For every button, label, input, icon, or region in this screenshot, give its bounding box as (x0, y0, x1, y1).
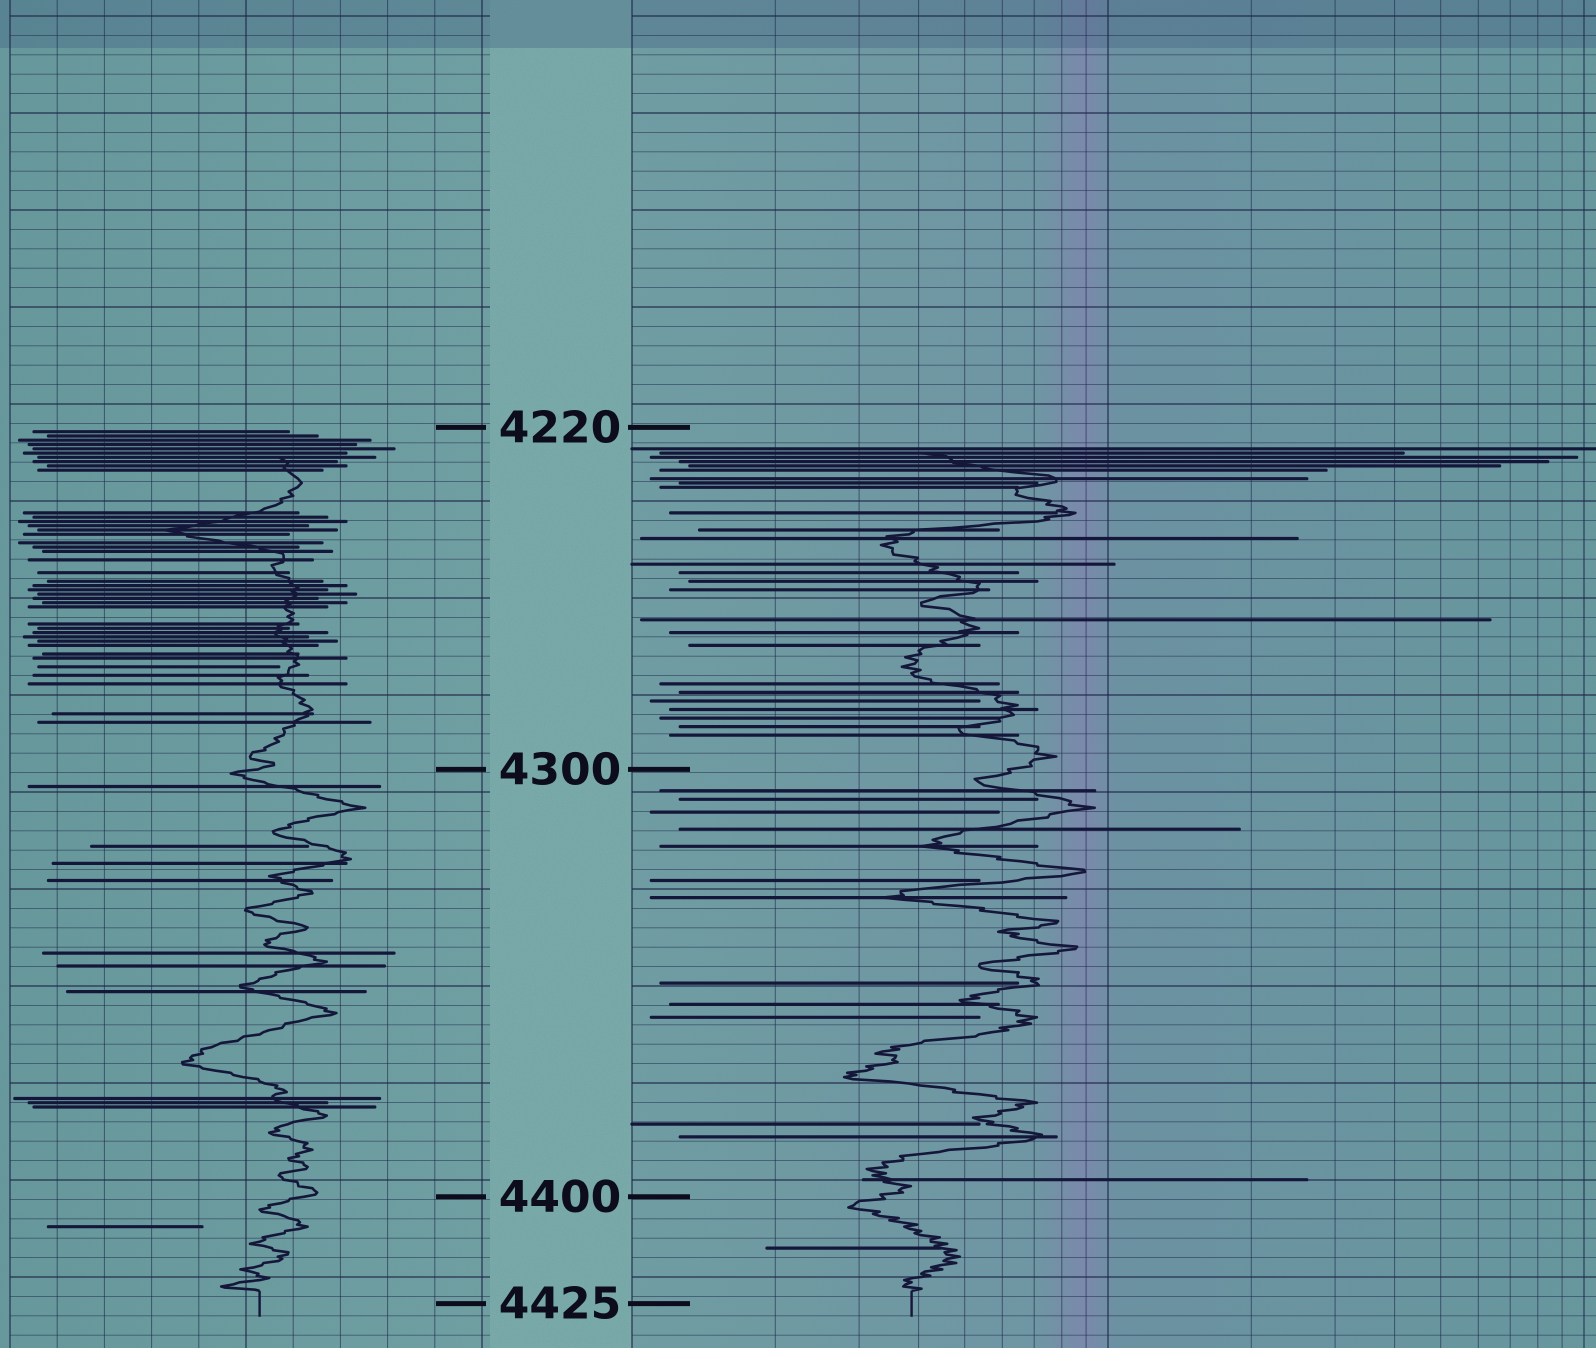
depth-label: 4300 (499, 744, 621, 795)
top-edge-band (0, 0, 1596, 48)
depth-label: 4220 (499, 402, 621, 453)
right-log-track (630, 447, 1596, 1317)
depth-axis: 4220 4300 4400 4425 (436, 402, 690, 1330)
left-log-track (13, 430, 396, 1317)
right-log-curve (842, 451, 1096, 1293)
depth-label: 4425 (499, 1279, 621, 1330)
left-log-curve (162, 456, 367, 1293)
depth-label: 4400 (499, 1172, 621, 1223)
